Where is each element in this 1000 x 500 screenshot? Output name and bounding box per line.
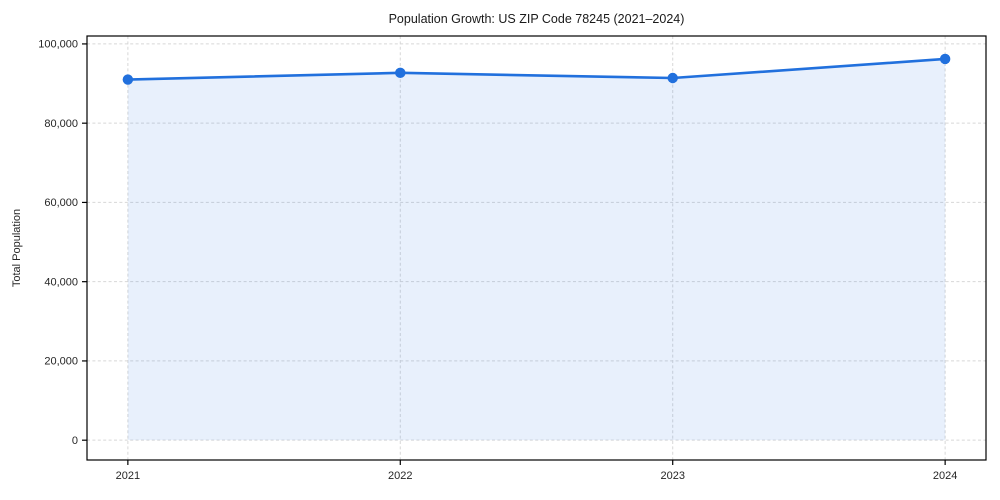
plot-border xyxy=(86,35,987,461)
x-tick-label: 2022 xyxy=(388,470,412,482)
y-tick-label: 0 xyxy=(72,435,78,447)
x-tick-label: 2023 xyxy=(660,470,684,482)
data-line xyxy=(126,57,947,81)
x-tick-label: 2021 xyxy=(116,470,140,482)
x-tick-label: 2024 xyxy=(933,470,957,482)
y-tick-label: 60,000 xyxy=(44,197,78,209)
y-tick-label: 100,000 xyxy=(38,39,78,51)
chart-title: Population Growth: US ZIP Code 78245 (20… xyxy=(388,12,685,26)
data-point-marker xyxy=(939,53,951,65)
data-point-marker xyxy=(395,67,406,79)
data-point-marker xyxy=(122,74,134,85)
data-point-marker xyxy=(667,72,678,84)
y-tick-label: 80,000 xyxy=(44,118,78,130)
y-tick-label: 40,000 xyxy=(44,276,78,288)
y-tick-label: 20,000 xyxy=(44,356,78,368)
area-fill xyxy=(127,58,946,441)
